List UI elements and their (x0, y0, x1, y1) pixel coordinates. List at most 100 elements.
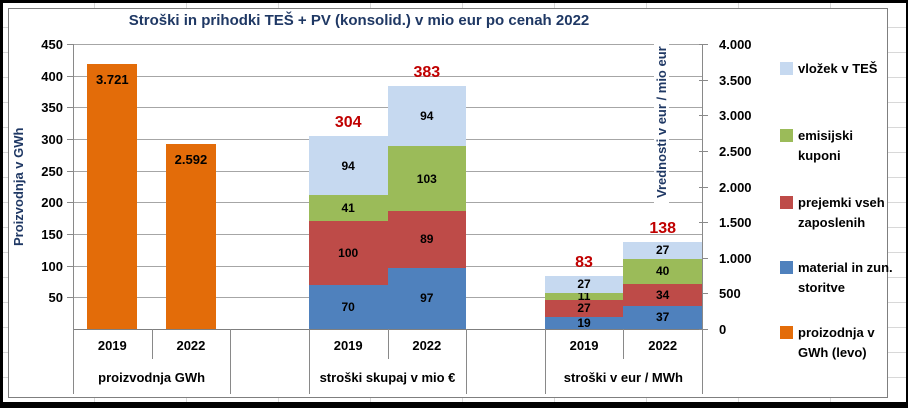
chart-area[interactable]: Stroški in prihodki TEŠ + PV (konsolid.)… (8, 8, 893, 398)
right-axis-tick (699, 329, 708, 330)
bar-value-label: 2.592 (174, 152, 208, 168)
category-group-separator (308, 329, 310, 394)
left-axis-tick (67, 75, 73, 77)
segment-value-label: 97 (420, 291, 434, 306)
left-axis-tick (67, 44, 73, 45)
segment-value-label: 19 (577, 315, 591, 330)
left-axis-tick (67, 265, 73, 267)
spreadsheet-background: Stroški in prihodki TEŠ + PV (konsolid.)… (3, 3, 906, 402)
year-label: 2019 (333, 338, 363, 353)
left-axis-tick-label: 350 (41, 100, 63, 116)
right-axis-title: Vrednosti v eur / mio eur (654, 35, 669, 209)
left-axis-tick-label: 300 (41, 132, 63, 147)
legend-item: material in zun. storitve (780, 258, 895, 298)
segment-value-label: 103 (416, 171, 437, 186)
left-axis-tick-label: 450 (41, 37, 63, 52)
legend-item: vložek v TEŠ (780, 59, 895, 79)
stack-segment (308, 284, 388, 329)
left-axis-tick-label: 50 (48, 290, 63, 306)
right-axis-tick (699, 44, 708, 45)
legend-label: material in zun. storitve (798, 260, 893, 295)
year-label: 2019 (97, 338, 127, 353)
stack-segment (623, 241, 702, 259)
segment-value-label: 40 (656, 264, 670, 279)
legend-swatch-icon (780, 62, 793, 75)
right-axis-tick-label: 0 (719, 322, 727, 337)
segment-value-label: 70 (341, 299, 355, 314)
legend-item: proizodnja v GWh (levo) (780, 323, 895, 363)
stack-segment (623, 284, 702, 306)
legend-swatch-icon (780, 261, 793, 274)
left-axis-line (73, 44, 74, 394)
segment-value-label: 37 (656, 310, 670, 325)
left-axis-tick (67, 107, 73, 109)
left-axis-tick-label: 200 (41, 195, 63, 211)
category-group-separator (544, 329, 546, 394)
gridline (73, 75, 702, 77)
year-label: 2022 (412, 338, 442, 353)
right-axis-tick-label: 500 (719, 286, 741, 302)
production-bar (87, 63, 138, 329)
plot-area: 450 400 350 300 250 200 150 100 50 4.000 3.500 3.00… (9, 9, 887, 397)
right-axis-tick-label: 3.500 (719, 72, 752, 88)
segment-value-label: 27 (577, 301, 591, 316)
segment-value-label: 11 (577, 289, 591, 304)
legend-swatch-icon (780, 326, 793, 339)
legend-swatch-icon (780, 129, 793, 142)
production-bar (165, 144, 216, 329)
left-axis-tick-label: 400 (41, 68, 63, 84)
stack-segment (544, 292, 624, 300)
stack-segment (387, 86, 467, 146)
gridline (73, 44, 702, 45)
stack-segment (544, 299, 624, 317)
stack-segment (623, 305, 702, 329)
stack-segment (387, 145, 467, 212)
stack-segment (308, 135, 388, 196)
segment-value-label: 94 (420, 109, 434, 124)
right-axis-tick (699, 79, 708, 81)
stack-total-label: 83 (575, 253, 593, 271)
category-year-separator (623, 329, 625, 359)
left-axis-tick-label: 100 (41, 258, 63, 274)
legend: vložek v TEŠ emisijski kuponi prejemki vse… (780, 9, 893, 397)
stack-segment (308, 195, 388, 222)
right-axis-tick-label: 1.000 (719, 250, 752, 266)
left-axis-tick (67, 297, 73, 299)
stack-segment (544, 316, 624, 329)
legend-swatch-icon (780, 196, 793, 209)
right-axis-tick-label: 2.500 (719, 143, 752, 159)
group-label: stroški skupaj v mio € (319, 370, 456, 385)
group-label: proizvodnja GWh (98, 370, 206, 385)
left-axis-tick (67, 234, 73, 235)
segment-value-label: 41 (341, 201, 355, 216)
right-axis-line (702, 44, 703, 394)
stack-total-label: 138 (649, 219, 677, 237)
right-axis-tick-label: 3.000 (719, 108, 752, 124)
legend-label: emisijski kuponi (798, 128, 853, 163)
right-axis-tick (699, 257, 708, 259)
legend-label: vložek v TEŠ (798, 61, 878, 76)
left-axis-tick (67, 139, 73, 140)
segment-value-label: 89 (420, 232, 434, 247)
right-axis-tick-label: 1.500 (719, 215, 752, 231)
chart-title: Stroški in prihodki TEŠ + PV (konsolid.)… (128, 12, 590, 29)
year-label: 2019 (569, 338, 599, 353)
right-axis-tick-label: 4.000 (719, 37, 752, 52)
legend-label: prejemki vseh zaposlenih (798, 195, 885, 230)
stack-total-label: 304 (334, 113, 362, 131)
segment-value-label: 27 (656, 243, 670, 258)
year-label: 2022 (176, 338, 206, 353)
legend-item: emisijski kuponi (780, 126, 895, 166)
segment-value-label: 27 (577, 277, 591, 292)
right-axis-tick (699, 293, 708, 295)
segment-value-label: 34 (656, 287, 670, 302)
left-axis-tick (67, 202, 73, 204)
group-label: stroški v eur / MWh (563, 370, 683, 385)
left-axis-tick-label: 250 (41, 163, 63, 179)
stack-segment (387, 211, 467, 268)
right-axis-tick (699, 222, 708, 224)
segment-value-label: 94 (341, 158, 355, 173)
left-axis-tick-label: 150 (41, 227, 63, 242)
category-year-separator (151, 329, 153, 359)
